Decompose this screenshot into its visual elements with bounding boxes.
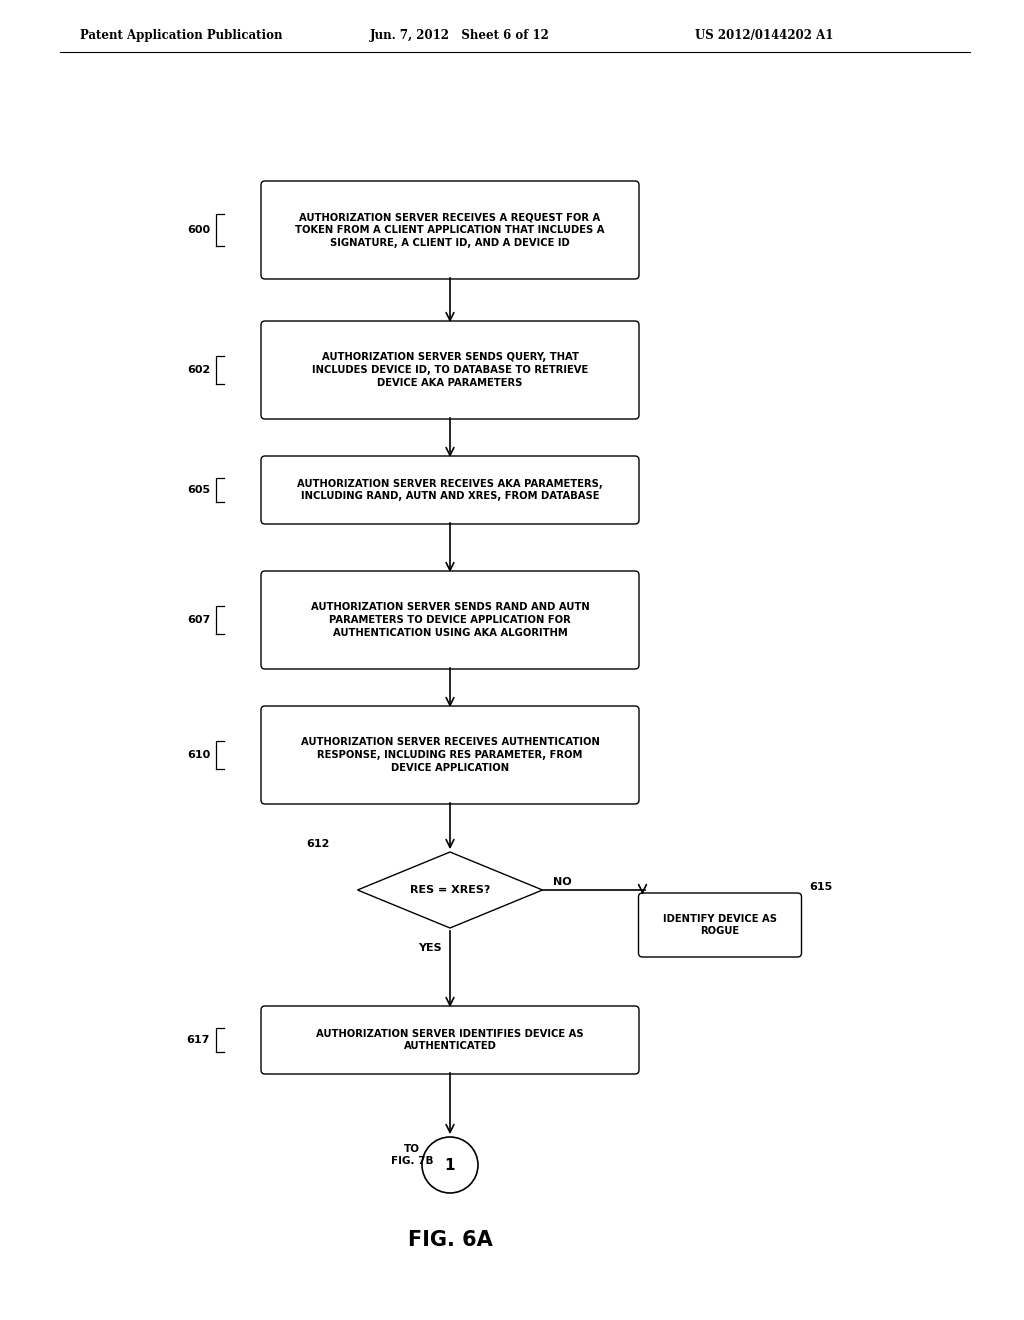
FancyBboxPatch shape [261, 181, 639, 279]
Text: AUTHORIZATION SERVER RECEIVES AUTHENTICATION
RESPONSE, INCLUDING RES PARAMETER, : AUTHORIZATION SERVER RECEIVES AUTHENTICA… [301, 737, 599, 772]
Text: AUTHORIZATION SERVER IDENTIFIES DEVICE AS
AUTHENTICATED: AUTHORIZATION SERVER IDENTIFIES DEVICE A… [316, 1028, 584, 1052]
Text: YES: YES [418, 942, 441, 953]
Text: 612: 612 [306, 840, 330, 849]
Text: Jun. 7, 2012   Sheet 6 of 12: Jun. 7, 2012 Sheet 6 of 12 [370, 29, 550, 41]
Text: 602: 602 [186, 366, 210, 375]
Text: AUTHORIZATION SERVER SENDS RAND AND AUTN
PARAMETERS TO DEVICE APPLICATION FOR
AU: AUTHORIZATION SERVER SENDS RAND AND AUTN… [310, 602, 590, 638]
Text: AUTHORIZATION SERVER SENDS QUERY, THAT
INCLUDES DEVICE ID, TO DATABASE TO RETRIE: AUTHORIZATION SERVER SENDS QUERY, THAT I… [312, 352, 588, 388]
Text: AUTHORIZATION SERVER RECEIVES A REQUEST FOR A
TOKEN FROM A CLIENT APPLICATION TH: AUTHORIZATION SERVER RECEIVES A REQUEST … [295, 213, 605, 248]
Text: 600: 600 [186, 224, 210, 235]
Text: FIG. 6A: FIG. 6A [408, 1230, 493, 1250]
Text: IDENTIFY DEVICE AS
ROGUE: IDENTIFY DEVICE AS ROGUE [663, 913, 777, 936]
FancyBboxPatch shape [261, 321, 639, 418]
Text: 610: 610 [186, 750, 210, 760]
Text: 607: 607 [186, 615, 210, 624]
Text: RES = XRES?: RES = XRES? [410, 884, 490, 895]
Text: 617: 617 [186, 1035, 210, 1045]
Polygon shape [357, 851, 543, 928]
Text: 1: 1 [444, 1158, 456, 1172]
FancyBboxPatch shape [261, 455, 639, 524]
Text: AUTHORIZATION SERVER RECEIVES AKA PARAMETERS,
INCLUDING RAND, AUTN AND XRES, FRO: AUTHORIZATION SERVER RECEIVES AKA PARAME… [297, 479, 603, 502]
Text: Patent Application Publication: Patent Application Publication [80, 29, 283, 41]
FancyBboxPatch shape [261, 706, 639, 804]
Text: TO
FIG. 7B: TO FIG. 7B [391, 1144, 433, 1166]
Text: 605: 605 [186, 484, 210, 495]
FancyBboxPatch shape [639, 894, 802, 957]
Text: NO: NO [553, 876, 571, 887]
FancyBboxPatch shape [261, 1006, 639, 1074]
Text: US 2012/0144202 A1: US 2012/0144202 A1 [695, 29, 834, 41]
Text: 615: 615 [810, 882, 833, 892]
FancyBboxPatch shape [261, 572, 639, 669]
